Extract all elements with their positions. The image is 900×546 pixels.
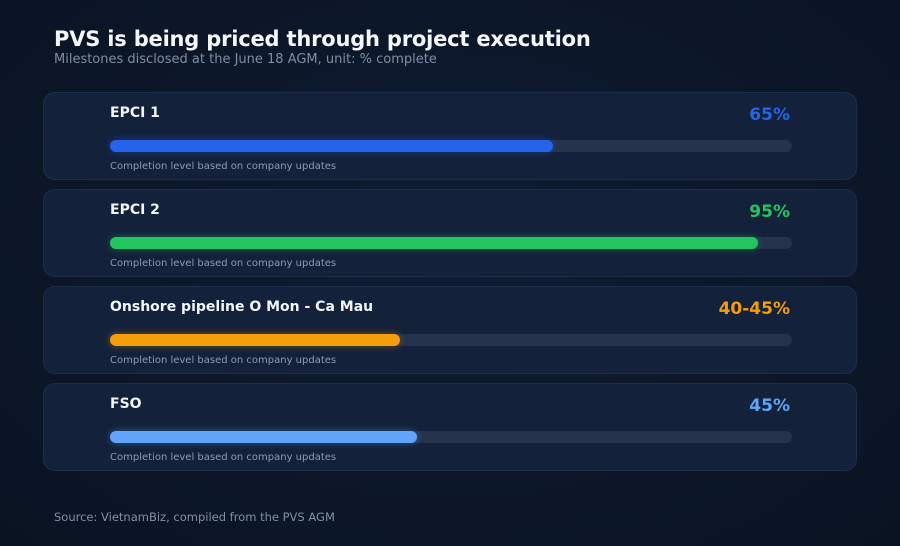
source-note: Source: VietnamBiz, compiled from the PV… [54, 510, 335, 524]
chart-subtitle: Milestones disclosed at the June 18 AGM,… [54, 52, 437, 67]
progress-track [110, 431, 792, 443]
milestone-value: 40-45% [718, 299, 790, 319]
milestone-label: FSO [110, 396, 142, 412]
progress-track [110, 237, 792, 249]
progress-bar [110, 140, 554, 152]
milestone-note: Completion level based on company update… [110, 452, 337, 463]
progress-bar [110, 334, 400, 346]
milestone-note: Completion level based on company update… [110, 161, 337, 172]
milestone-value: 95% [749, 202, 790, 222]
progress-track [110, 334, 792, 346]
milestone-value: 65% [749, 105, 790, 125]
progress-bar [110, 237, 758, 249]
milestone-label: Onshore pipeline O Mon - Ca Mau [110, 299, 374, 315]
milestone-card-fso: FSO 45% Completion level based on compan… [43, 383, 857, 471]
milestone-card-onshore-pipeline: Onshore pipeline O Mon - Ca Mau 40-45% C… [43, 286, 857, 374]
progress-track [110, 140, 792, 152]
milestone-card-epci-2: EPCI 2 95% Completion level based on com… [43, 189, 857, 277]
progress-bar [110, 431, 417, 443]
milestone-label: EPCI 1 [110, 105, 160, 121]
milestone-note: Completion level based on company update… [110, 258, 337, 269]
milestone-note: Completion level based on company update… [110, 355, 337, 366]
milestone-card-epci-1: EPCI 1 65% Completion level based on com… [43, 92, 857, 180]
milestone-value: 45% [749, 396, 790, 416]
milestone-label: EPCI 2 [110, 202, 160, 218]
chart-title: PVS is being priced through project exec… [54, 27, 591, 51]
milestone-list: EPCI 1 65% Completion level based on com… [43, 92, 857, 480]
